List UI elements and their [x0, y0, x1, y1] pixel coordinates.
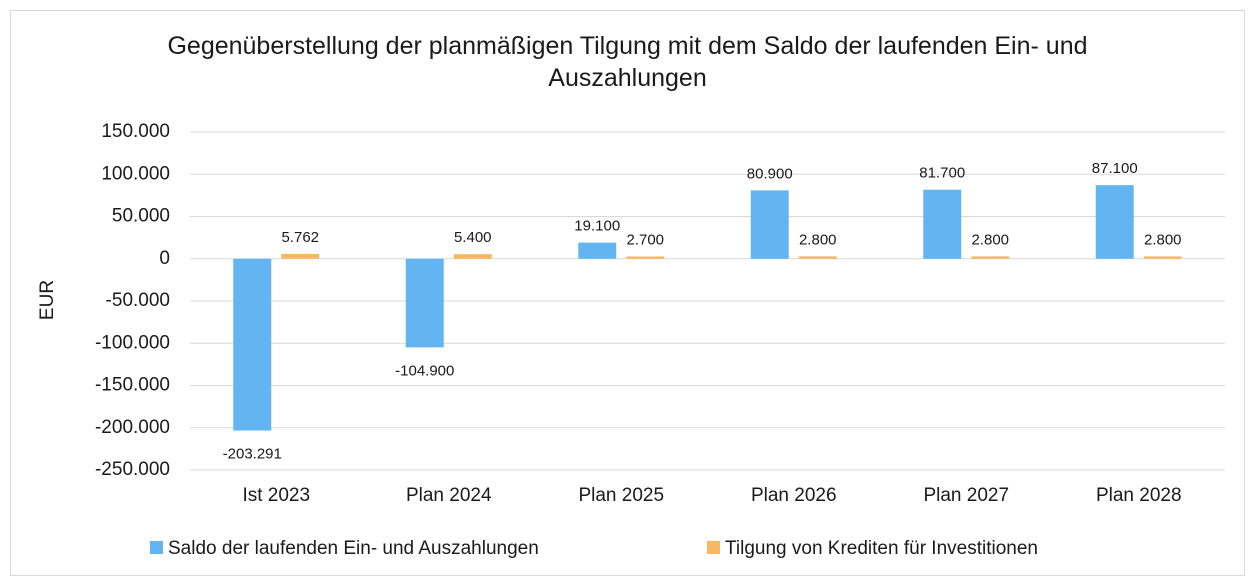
x-tick-label: Plan 2028: [1096, 485, 1182, 506]
data-label: 2.700: [626, 231, 664, 248]
data-label: 2.800: [971, 231, 1009, 248]
bar: [453, 254, 492, 259]
legend-swatch: [707, 541, 720, 554]
y-axis-label: EUR: [37, 280, 58, 320]
legend-label: Saldo der laufenden Ein- und Auszahlunge…: [168, 538, 539, 559]
chart-title: Gegenüberstellung der planmäßigen Tilgun…: [167, 32, 1088, 92]
x-tick-label: Ist 2023: [242, 485, 310, 506]
y-tick-label: 100.000: [101, 163, 170, 184]
x-tick-label: Plan 2027: [923, 485, 1009, 506]
x-tick-label: Plan 2025: [578, 485, 664, 506]
data-label: 2.800: [1144, 231, 1182, 248]
bar: [750, 190, 789, 259]
y-tick-label: -150.000: [95, 375, 170, 396]
y-tick-label: -100.000: [95, 332, 170, 353]
data-label: 81.700: [919, 165, 965, 182]
y-tick-label: -50.000: [106, 290, 170, 311]
y-tick-label: 0: [159, 248, 170, 269]
bar: [1095, 185, 1134, 259]
bar: [798, 256, 837, 259]
data-label: 5.762: [281, 229, 319, 246]
y-tick-label: -200.000: [95, 417, 170, 438]
bar: [578, 242, 617, 259]
y-tick-label: 150.000: [101, 121, 170, 142]
x-tick-label: Plan 2024: [406, 485, 492, 506]
bar: [923, 189, 962, 259]
bar: [1143, 256, 1182, 259]
data-label: 2.800: [799, 231, 837, 248]
bar: [233, 258, 272, 431]
data-label: -104.900: [395, 362, 454, 379]
legend-label: Tilgung von Krediten für Investitionen: [725, 538, 1038, 559]
data-label: 87.100: [1092, 160, 1138, 177]
bar: [971, 256, 1010, 259]
data-label: -203.291: [223, 445, 282, 462]
legend-swatch: [150, 541, 163, 554]
bar: [626, 256, 665, 259]
bar: [281, 253, 320, 259]
bar: [405, 258, 444, 348]
y-tick-label: -250.000: [95, 459, 170, 480]
y-tick-label: 50.000: [112, 206, 170, 227]
data-label: 19.100: [574, 218, 620, 235]
x-tick-label: Plan 2026: [751, 485, 837, 506]
data-label: 5.400: [454, 229, 492, 246]
data-label: 80.900: [747, 165, 793, 182]
